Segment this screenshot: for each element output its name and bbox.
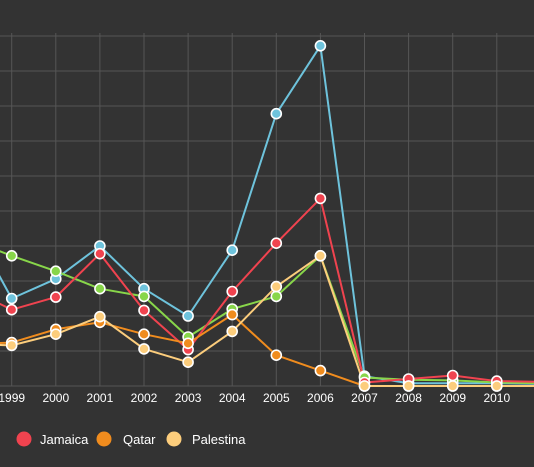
data-point[interactable]	[94, 310, 106, 323]
series-line	[0, 197, 534, 384]
data-point[interactable]	[94, 282, 106, 295]
data-point[interactable]	[49, 265, 62, 278]
x-tick-label: 1999	[0, 391, 25, 405]
data-point[interactable]	[226, 244, 238, 256]
legend[interactable]: l Jamaica Qatar Palestina	[0, 431, 247, 448]
legend-item[interactable]: l	[0, 432, 1, 447]
x-tick-label: 2005	[263, 391, 290, 405]
data-point[interactable]	[49, 291, 62, 303]
data-point[interactable]	[314, 39, 327, 52]
data-point[interactable]	[270, 290, 283, 303]
data-point[interactable]	[182, 356, 194, 369]
data-point[interactable]	[402, 380, 415, 392]
x-tick-label: 2009	[439, 391, 466, 405]
data-point[interactable]	[5, 250, 18, 262]
data-point[interactable]	[270, 107, 283, 120]
x-tick-label: 2006	[307, 391, 334, 405]
data-point[interactable]	[314, 364, 327, 377]
data-point[interactable]	[182, 337, 194, 350]
legend-label: Palestina	[192, 432, 246, 447]
legend-marker	[96, 431, 112, 447]
data-point[interactable]	[446, 380, 459, 392]
series-lines	[0, 39, 534, 392]
data-point[interactable]	[226, 285, 238, 298]
data-point[interactable]	[490, 380, 503, 392]
x-tick-label: 2001	[87, 391, 114, 405]
data-point[interactable]	[5, 303, 18, 316]
data-point[interactable]	[226, 325, 238, 338]
x-tick-label: 2003	[175, 391, 202, 405]
x-tick-label: 2000	[42, 391, 69, 405]
data-point[interactable]	[270, 349, 283, 362]
x-tick-label: 2010	[483, 391, 510, 405]
data-point[interactable]	[138, 343, 150, 355]
data-point[interactable]	[49, 328, 62, 341]
data-point[interactable]	[5, 292, 18, 305]
data-point[interactable]	[314, 192, 327, 205]
series-line	[0, 254, 534, 387]
legend-item[interactable]: Qatar	[96, 431, 157, 448]
data-point[interactable]	[182, 310, 194, 322]
x-tick-label: 2007	[351, 391, 378, 405]
data-point[interactable]	[358, 380, 371, 392]
grid	[0, 33, 534, 387]
data-point[interactable]	[314, 250, 327, 262]
data-point[interactable]	[270, 280, 283, 293]
data-point[interactable]	[138, 290, 150, 303]
legend-item[interactable]: Jamaica	[16, 431, 90, 448]
x-tick-label: 2008	[395, 391, 422, 405]
data-point[interactable]	[226, 308, 238, 321]
legend-item[interactable]: Palestina	[166, 431, 247, 448]
data-point[interactable]	[94, 247, 106, 260]
data-point[interactable]	[5, 339, 18, 352]
legend-label: Jamaica	[40, 432, 89, 447]
legend-marker	[166, 431, 182, 447]
series-line	[0, 44, 534, 385]
data-point[interactable]	[446, 369, 459, 382]
legend-label: Qatar	[123, 432, 156, 447]
data-point[interactable]	[138, 304, 150, 317]
x-tick-label: 2002	[131, 391, 158, 405]
series-line	[0, 250, 534, 385]
legend-marker	[16, 431, 32, 447]
x-tick-label: 2004	[219, 391, 246, 405]
legend-label: l	[0, 432, 1, 447]
data-point[interactable]	[270, 237, 283, 249]
x-axis-ticks: 1999 2000 2001 2002 2003 2004 2005 2006 2007 2008…	[0, 391, 510, 405]
data-point[interactable]	[138, 328, 150, 341]
